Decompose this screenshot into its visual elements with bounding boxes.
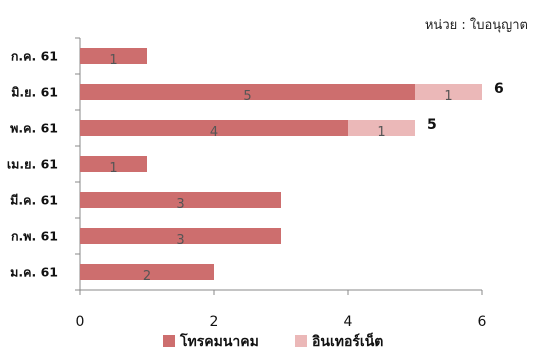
category-label: ก.พ. 61 (11, 229, 58, 244)
x-tick-label: 2 (210, 314, 219, 330)
legend-swatch (163, 335, 175, 347)
bar-segment (80, 120, 348, 136)
bar-value-label: 1 (109, 53, 117, 68)
bar-value-label: 1 (377, 125, 385, 140)
category-label: มิ.ย. 61 (11, 85, 58, 100)
legend-label: โทรคมนาคม (179, 332, 259, 350)
labels: ม.ค. 61 ก.พ. 61 มี.ค. 61 เม.ย. 61 พ.ค. 61 มิ.… (7, 49, 504, 285)
legend-swatch (295, 335, 307, 347)
bar-value-label: 2 (143, 269, 151, 284)
x-tick-label: 6 (478, 314, 487, 330)
bar-total-label: 5 (427, 117, 437, 133)
category-label: พ.ค. 61 (10, 121, 58, 136)
bar-segment (415, 84, 482, 100)
category-label: ม.ค. 61 (10, 265, 58, 280)
category-label: ก.ค. 61 (11, 49, 58, 64)
bar-segment (348, 120, 415, 136)
bar-value-label: 5 (243, 89, 251, 104)
category-label: เม.ย. 61 (7, 157, 58, 172)
x-tick-label: 0 (76, 314, 85, 330)
bar-segment (80, 192, 281, 208)
bar-total-label: 6 (494, 81, 504, 97)
bar-value-label: 3 (176, 233, 184, 248)
bar-value-label: 1 (109, 161, 117, 176)
bar-value-label: 4 (210, 125, 218, 140)
bar-segment (80, 156, 147, 172)
category-label: มี.ค. 61 (10, 193, 58, 208)
bar-value-label: 1 (444, 89, 452, 104)
bar-segment (80, 48, 147, 64)
bar-segment (80, 228, 281, 244)
bar-segment (80, 84, 415, 100)
legend-label: อินเทอร์เน็ต (311, 332, 383, 350)
x-tick-label: 4 (344, 314, 353, 330)
unit-note: หน่วย : ใบอนุญาต (425, 17, 528, 33)
axes: 0 2 4 6 (75, 37, 487, 330)
bars (80, 48, 482, 280)
bar-value-label: 3 (176, 197, 184, 212)
bar-segment (80, 264, 214, 280)
legend: โทรคมนาคม อินเทอร์เน็ต (163, 332, 383, 350)
